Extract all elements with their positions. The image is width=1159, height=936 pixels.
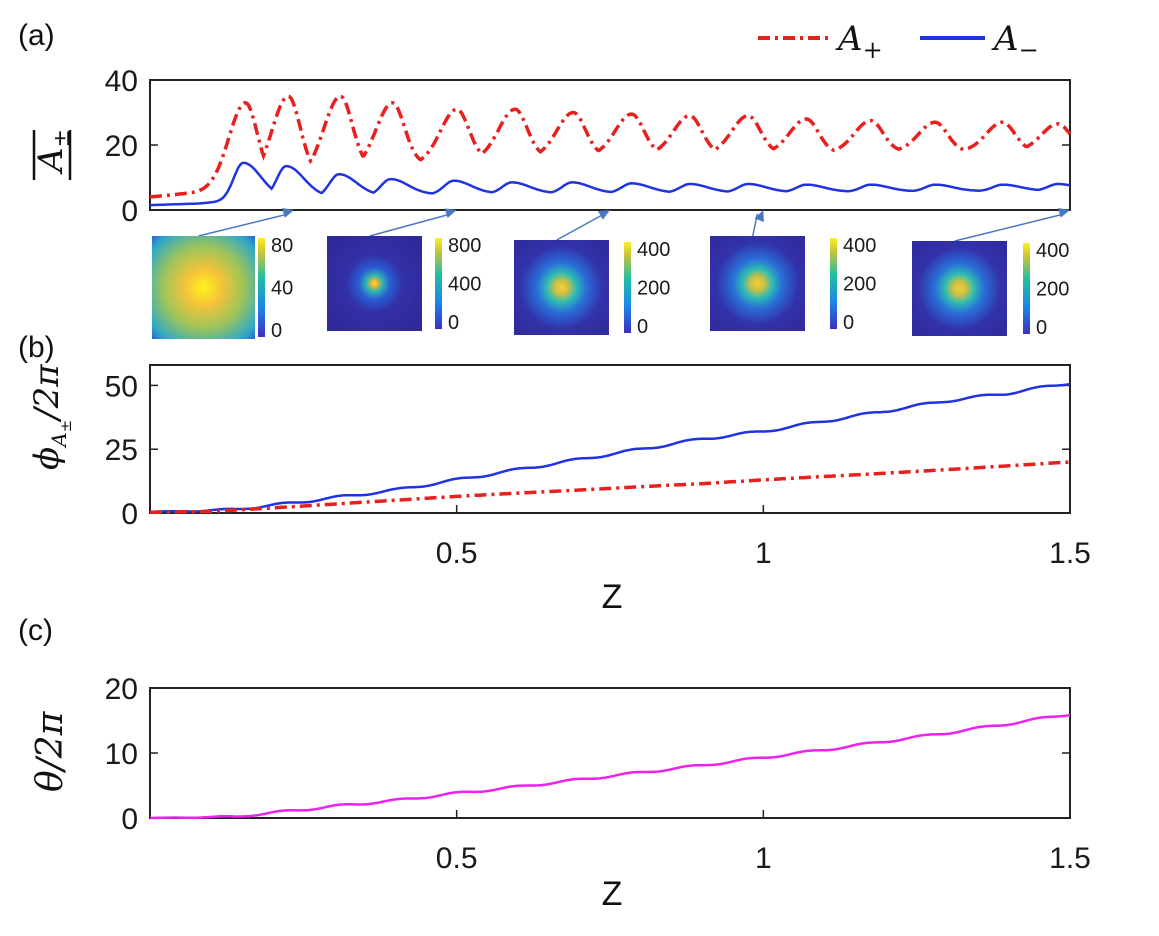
inset-heatmap-4: 400 200 0 <box>710 210 876 334</box>
inset-arrow-head <box>1058 208 1070 218</box>
inset-beam-image <box>912 241 1007 336</box>
inset-colorbar-tick: 200 <box>843 274 876 296</box>
panel-a-y-label: A± <box>31 129 75 180</box>
inset-colorbar-tick: 400 <box>637 239 670 261</box>
panel-a-label: (a) <box>18 19 55 52</box>
y-tick-label: 0 <box>121 195 138 228</box>
y-tick-label: 25 <box>105 434 138 467</box>
panel-b-ticks: 0 25 50 0.5 1 1.5 <box>105 370 1091 570</box>
series-line-a-plus <box>149 94 1072 199</box>
inset-arrow-head <box>597 210 610 220</box>
x-tick-label: 1 <box>755 842 772 875</box>
inset-colorbar <box>258 238 265 337</box>
panel-c-label: (c) <box>18 614 53 647</box>
panel-a-series <box>149 94 1072 207</box>
inset-heatmap-1: 80 40 0 <box>152 208 295 342</box>
panel-a-y-ticks: 0 20 40 <box>105 65 1070 228</box>
inset-colorbar-tick: 0 <box>271 320 282 342</box>
inset-beam-image <box>710 236 805 331</box>
legend-label-a-minus: A− <box>991 19 1039 64</box>
legend: A+ A− <box>758 19 1039 64</box>
y-tick-label: 20 <box>105 673 138 706</box>
inset-colorbar-tick: 200 <box>1036 279 1069 301</box>
inset-colorbar-tick: 800 <box>448 235 481 257</box>
panel-b-y-label: ϕA±/2π <box>27 364 75 470</box>
inset-arrow-head <box>754 210 764 223</box>
inset-heatmap-2: 800 400 0 <box>327 208 481 334</box>
inset-arrow <box>556 213 605 241</box>
inset-heatmap-5: 400 200 0 <box>912 208 1070 339</box>
panel-c-axes-frame <box>149 687 1071 819</box>
y-tick-label: 0 <box>121 498 138 531</box>
x-tick-label: 1 <box>755 537 772 570</box>
y-tick-label: 0 <box>121 803 138 836</box>
panel-c-y-label: θ/2π <box>30 710 71 792</box>
inset-colorbar <box>435 238 442 329</box>
inset-colorbar-tick: 80 <box>271 235 293 257</box>
inset-colorbar-tick: 200 <box>637 278 670 300</box>
inset-colorbar-tick: 400 <box>448 274 481 296</box>
inset-arrow-head <box>282 208 295 218</box>
inset-beam-image <box>327 236 422 331</box>
y-tick-label: 50 <box>105 370 138 403</box>
panel-a-axes-frame <box>149 79 1071 211</box>
x-tick-label: 1.5 <box>1049 537 1091 570</box>
y-tick-label: 40 <box>105 65 138 98</box>
inset-colorbar <box>830 238 837 329</box>
panel-b-series <box>150 382 1071 514</box>
inset-beam-image <box>152 236 255 339</box>
y-tick-label: 10 <box>105 738 138 771</box>
panel-b-axes-frame <box>149 364 1071 514</box>
panel-c-series <box>150 713 1071 820</box>
panel-b-label: (b) <box>18 331 55 364</box>
inset-beam-image <box>514 240 609 335</box>
y-tick-label: 20 <box>105 130 138 163</box>
inset-colorbar-tick: 40 <box>271 278 293 300</box>
panel-b-x-label: Z <box>602 578 623 616</box>
inset-colorbar-tick: 0 <box>637 316 648 338</box>
inset-colorbar <box>624 242 631 333</box>
legend-label-a-plus: A+ <box>835 19 883 64</box>
svg-text:A±: A± <box>31 129 75 175</box>
panel-c: (c) 0 10 20 0.5 1 1.5 Z θ/2π <box>18 614 1091 913</box>
inset-colorbar-tick: 400 <box>843 235 876 257</box>
inset-arrow <box>369 213 451 237</box>
series-line-a-minus <box>150 161 1071 207</box>
inset-colorbar-tick: 0 <box>448 312 459 334</box>
series-line-c-1 <box>150 713 1071 820</box>
inset-colorbar-tick: 0 <box>1036 317 1047 339</box>
panel-b: (b) 0 25 50 0.5 1 1.5 Z ϕA±/2π <box>18 331 1091 616</box>
inset-colorbar-tick: 400 <box>1036 240 1069 262</box>
x-tick-label: 0.5 <box>436 537 478 570</box>
inset-heatmap-3: 400 200 0 <box>514 210 670 338</box>
panel-c-x-label: Z <box>602 875 623 913</box>
series-line-b-2 <box>150 460 1071 514</box>
inset-colorbar-tick: 0 <box>843 312 854 334</box>
x-tick-label: 1.5 <box>1049 842 1091 875</box>
inset-arrow <box>954 213 1065 242</box>
inset-colorbar <box>1023 243 1030 334</box>
x-tick-label: 0.5 <box>436 842 478 875</box>
inset-arrow-head <box>444 208 457 218</box>
panel-c-ticks: 0 10 20 0.5 1 1.5 <box>105 673 1091 875</box>
inset-arrow <box>198 213 289 237</box>
series-line-b-1 <box>150 382 1071 513</box>
